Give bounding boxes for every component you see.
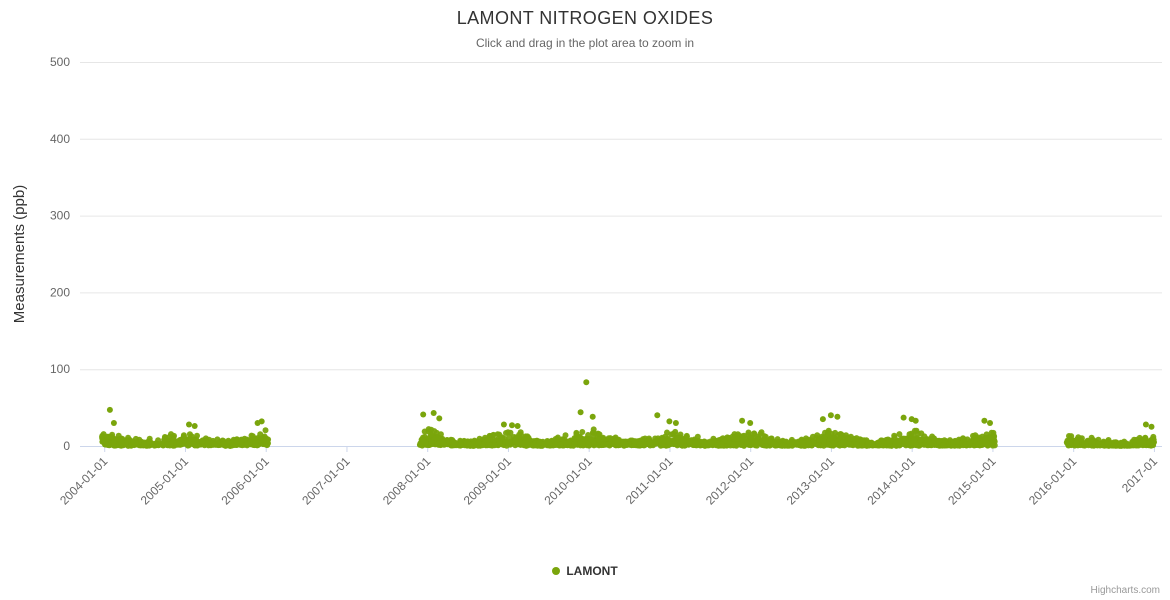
y-tick-label: 200	[50, 285, 70, 299]
data-point[interactable]	[229, 442, 236, 449]
data-point[interactable]	[163, 441, 170, 448]
data-point[interactable]	[221, 441, 228, 448]
data-point[interactable]	[237, 437, 244, 444]
data-point[interactable]	[896, 431, 903, 438]
data-point[interactable]	[891, 432, 898, 439]
x-tick-label: 2009-01-01	[461, 454, 515, 508]
data-point[interactable]	[117, 436, 124, 443]
data-point[interactable]	[104, 433, 111, 440]
data-point[interactable]	[590, 426, 597, 433]
x-tick-label: 2011-01-01	[623, 454, 676, 507]
data-point[interactable]	[960, 435, 966, 442]
data-point[interactable]	[683, 432, 690, 439]
data-point[interactable]	[199, 438, 206, 445]
x-tick-label: 2014-01-01	[864, 454, 918, 508]
plot-area[interactable]	[80, 62, 1162, 446]
x-tick-label: 2012-01-01	[703, 454, 757, 508]
x-tick-label: 2004-01-01	[57, 454, 111, 508]
credits-link[interactable]: Highcharts.com	[1090, 585, 1160, 596]
data-point[interactable]	[141, 441, 147, 448]
data-point[interactable]	[507, 429, 514, 436]
legend-item-lamont[interactable]: LAMONT	[0, 564, 1170, 578]
data-point[interactable]	[263, 437, 270, 444]
y-tick-label: 400	[50, 132, 70, 146]
data-point[interactable]	[122, 440, 129, 447]
data-point[interactable]	[99, 438, 106, 445]
data-point[interactable]	[204, 439, 211, 446]
data-point[interactable]	[158, 440, 165, 447]
x-tick-label: 2013-01-01	[784, 454, 838, 508]
legend-marker-icon	[552, 567, 561, 575]
data-point[interactable]	[132, 439, 139, 446]
x-tick-label: 2008-01-01	[380, 454, 434, 508]
x-tick-label: 2007-01-01	[299, 454, 353, 508]
data-point[interactable]	[162, 436, 168, 443]
data-point[interactable]	[99, 432, 106, 439]
data-point[interactable]	[191, 441, 198, 448]
y-axis-title: Measurements (ppb)	[11, 185, 28, 323]
x-tick-label: 2006-01-01	[219, 454, 273, 508]
data-point[interactable]	[245, 441, 252, 448]
data-point[interactable]	[988, 429, 995, 436]
data-point[interactable]	[506, 434, 513, 441]
data-point[interactable]	[503, 430, 509, 436]
y-tick-label: 300	[50, 209, 70, 223]
data-point[interactable]	[211, 441, 218, 448]
legend-label: LAMONT	[566, 564, 618, 578]
x-tick-label: 2016-01-01	[1026, 454, 1080, 508]
x-tick-label: 2010-01-01	[542, 454, 596, 508]
x-tick-label: 2015-01-01	[945, 454, 999, 508]
data-point[interactable]	[517, 431, 524, 438]
y-tick-label: 0	[63, 439, 70, 453]
chart-title: LAMONT NITROGEN OXIDES	[456, 8, 714, 28]
data-point[interactable]	[262, 427, 269, 434]
data-point[interactable]	[431, 428, 438, 435]
data-point[interactable]	[176, 440, 183, 447]
x-tick-label: 2005-01-01	[138, 454, 192, 508]
y-tick-label: 100	[50, 362, 70, 376]
data-point[interactable]	[252, 440, 259, 447]
y-tick-label: 500	[50, 55, 70, 69]
data-point[interactable]	[918, 430, 925, 437]
data-point[interactable]	[111, 442, 118, 449]
data-point[interactable]	[149, 440, 156, 447]
data-point[interactable]	[168, 431, 174, 438]
chart-subtitle: Click and drag in the plot area to zoom …	[475, 36, 695, 50]
x-tick-label: 2017-01	[1119, 454, 1160, 495]
data-point[interactable]	[188, 433, 195, 440]
